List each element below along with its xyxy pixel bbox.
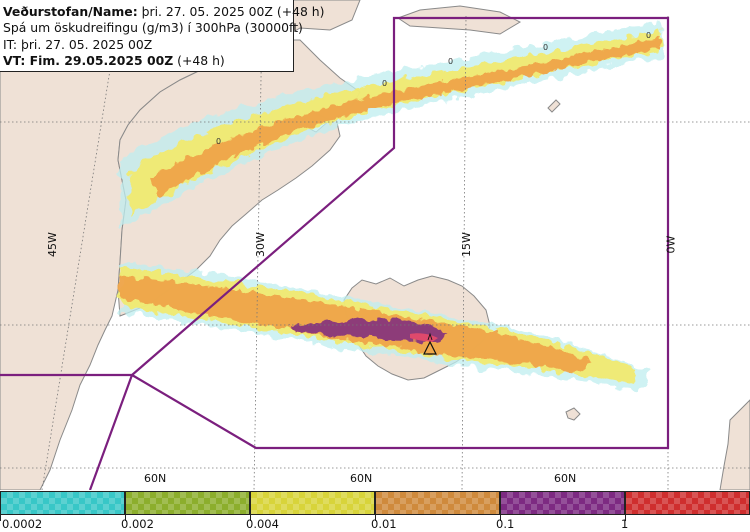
legend-swatch (250, 491, 375, 515)
faroe-islands (565, 407, 581, 421)
ash-dispersion-map: 0 0 0 0 0 (0, 0, 750, 490)
header-valid-label: VT: Fim. 29.05.2025 00Z (3, 53, 174, 69)
contour-label: 0 (382, 79, 387, 88)
header-line-name: Veðurstofan/Name: þri. 27. 05. 2025 00Z … (3, 4, 324, 20)
legend-tick (625, 515, 626, 521)
southern-ash-plume (120, 262, 650, 392)
header-name-label: Veðurstofan/Name: (3, 4, 138, 19)
legend-tick (500, 515, 501, 521)
legend-swatch (500, 491, 625, 515)
legend-tick (375, 515, 376, 521)
contour-labels: 0 0 0 0 0 (216, 31, 651, 146)
contour-label: 0 (448, 57, 453, 66)
contour-label: 0 (543, 43, 548, 52)
latitude-label-60n-left: 60N (144, 472, 167, 485)
legend-swatch (125, 491, 250, 515)
longitude-label-0w: 0W (664, 235, 678, 254)
volcano-triangle-icon (423, 332, 437, 355)
norway-coast (719, 399, 750, 490)
legend-tick-label: 0.004 (246, 517, 279, 531)
jan-mayen-island (547, 99, 561, 113)
longitude-label-15w: 15W (459, 232, 473, 257)
legend-tick-label: 0.1 (496, 517, 515, 531)
legend-swatch (375, 491, 500, 515)
longitude-label-30w: 30W (253, 232, 267, 257)
svalbard-fragment (396, 5, 522, 35)
header-line-valid-time: VT: Fim. 29.05.2025 00Z (+48 h) (3, 53, 290, 69)
forecast-domain-boundary (0, 16, 670, 490)
legend-tick-label: 0.002 (121, 517, 154, 531)
legend-swatch (625, 491, 750, 515)
northern-ash-plume (120, 22, 664, 230)
legend-swatch (0, 491, 125, 515)
header-name-value: þri. 27. 05. 2025 00Z (+48 h) (141, 4, 325, 19)
legend-tick (250, 515, 251, 521)
latitude-label-60n-right: 60N (554, 472, 577, 485)
legend-tick-label: 0.01 (371, 517, 397, 531)
latitude-label-60n-center: 60N (350, 472, 373, 485)
concentration-legend: 0.0002 0.002 0.004 0.01 0.1 1 (0, 491, 750, 532)
legend-tick-label: 1 (621, 517, 629, 531)
contour-label: 0 (646, 31, 651, 40)
header-line-issue-time: IT: þri. 27. 05. 2025 00Z (3, 36, 153, 52)
legend-tick (125, 515, 126, 521)
header-line-description: Spá um öskudreifingu (g/m3) í 300hPa (30… (3, 20, 303, 36)
legend-tick (0, 515, 1, 521)
forecast-header: Veðurstofan/Name: þri. 27. 05. 2025 00Z … (0, 0, 324, 72)
contour-label: 0 (216, 137, 221, 146)
header-valid-value: (+48 h) (177, 53, 225, 69)
legend-tick-label: 0.0002 (2, 517, 43, 531)
longitude-label-45w: 45W (45, 232, 59, 257)
